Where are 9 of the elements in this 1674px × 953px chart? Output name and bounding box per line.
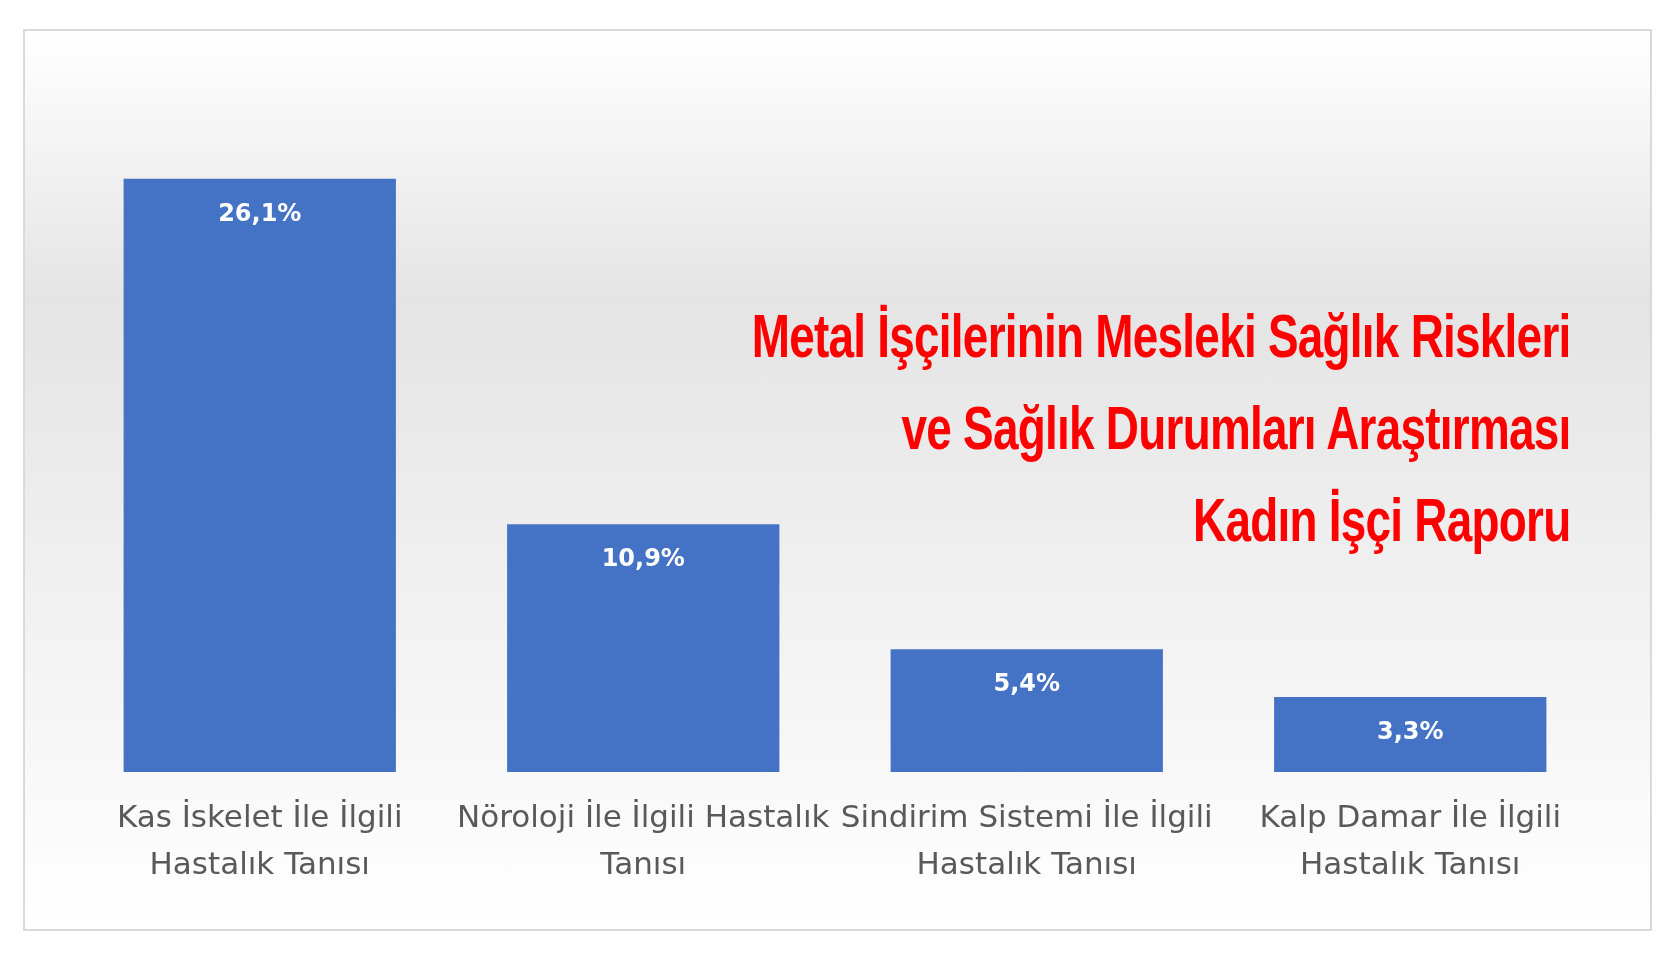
x-tick-label: Kas İskelet İle İlgili Hastalık Tanısı [116, 798, 403, 881]
x-tick-label: Sindirim Sistemi İle İlgili Hastalık Tanısı [840, 798, 1213, 881]
x-tick-label: Nöroloji İle İlgili Hastalık Tanısı [457, 798, 830, 881]
data-label: 10,9% [601, 544, 685, 573]
data-label: 3,3% [1376, 717, 1444, 746]
x-tick-label: Kalp Damar İle İlgili Hastalık Tanısı [1259, 798, 1562, 881]
data-label: 26,1% [218, 198, 302, 227]
text: Metal İşçilerinin Mesleki Sağlık Riskleri ve Sağlık Durumları Araştırması Kadın İşçi Raporu [752, 300, 1571, 556]
data-label: 5,4% [993, 669, 1061, 698]
